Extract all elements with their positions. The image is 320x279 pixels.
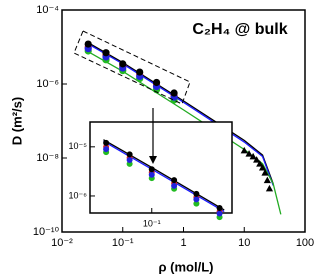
y-tick-label: 10⁻⁵ <box>69 141 88 151</box>
triangle-point <box>245 150 253 157</box>
y-tick-label: 10⁻⁴ <box>36 4 59 16</box>
data-point <box>119 60 127 68</box>
x-tick-label: 10⁻² <box>51 237 73 249</box>
inset-plot: 10⁻¹ 10⁻⁶ 10⁻⁵ <box>69 121 233 228</box>
data-point <box>84 40 92 48</box>
data-point <box>193 196 200 203</box>
data-point <box>136 68 144 76</box>
data-point <box>126 151 133 158</box>
triangle-point <box>253 156 261 163</box>
data-point <box>171 177 178 184</box>
data-point <box>193 200 200 207</box>
arrow-head <box>149 156 157 164</box>
x-tick-label: 100 <box>296 237 314 249</box>
y-axis-label: D (m²/s) <box>9 97 24 145</box>
data-point <box>103 146 110 153</box>
triangle-point <box>258 164 267 171</box>
triangle-point <box>256 160 264 167</box>
data-point <box>216 204 223 211</box>
y-tick-label: 10⁻⁶ <box>69 190 88 200</box>
data-point <box>152 78 161 87</box>
data-point <box>148 166 155 173</box>
data-point <box>148 171 155 178</box>
triangle-point <box>265 184 274 192</box>
x-axis-label: ρ (mol/L) <box>159 259 214 274</box>
x-tick-label: 1 <box>180 237 186 249</box>
data-point <box>216 210 223 217</box>
data-point <box>193 190 200 197</box>
plot-frame <box>89 121 233 214</box>
chart-title: C₂H₄ @ bulk <box>192 21 287 38</box>
y-tick-label: 10⁻⁶ <box>36 78 59 90</box>
triangle-point <box>263 176 271 184</box>
x-tick-label: 10 <box>238 237 250 249</box>
x-tick-label: 10⁻¹ <box>112 237 134 249</box>
triangle-point <box>240 146 248 154</box>
y-tick-label: 10⁻⁸ <box>36 152 59 164</box>
data-point <box>103 139 110 146</box>
y-tick-label: 10⁻¹⁰ <box>33 226 60 238</box>
triangle-point <box>249 152 257 160</box>
data-point <box>171 182 178 189</box>
data-point <box>170 89 178 97</box>
data-point <box>126 156 133 163</box>
data-point <box>102 49 110 57</box>
x-tick-label: 10⁻¹ <box>143 218 161 228</box>
triangle-point <box>261 169 269 176</box>
